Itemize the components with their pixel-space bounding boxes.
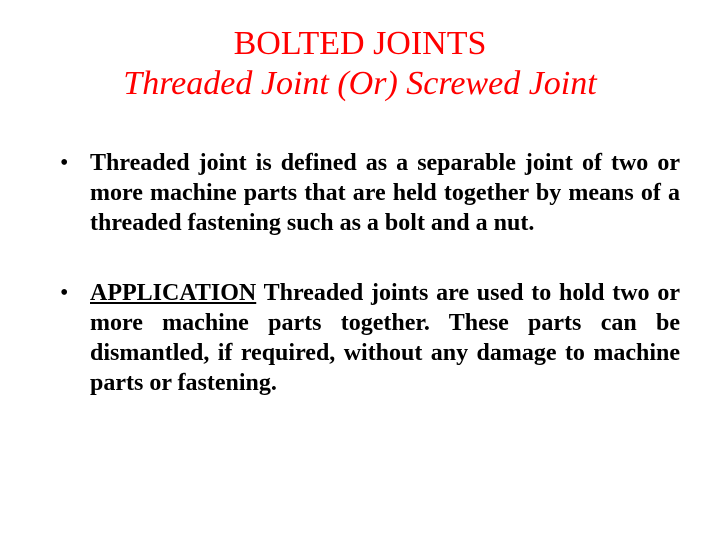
bullet-item: • APPLICATION Threaded joints are used t… — [40, 278, 680, 398]
bullet-marker: • — [60, 148, 90, 238]
page-subtitle: Threaded Joint (Or) Screwed Joint — [40, 65, 680, 103]
application-label: APPLICATION — [90, 280, 256, 306]
bullet-marker: • — [60, 278, 90, 398]
bullet-item: • Threaded joint is defined as a separab… — [40, 148, 680, 238]
page-title: BOLTED JOINTS — [40, 25, 680, 63]
bullet-text: Threaded joint is defined as a separable… — [90, 148, 680, 238]
bullet-text: APPLICATION Threaded joints are used to … — [90, 278, 680, 398]
